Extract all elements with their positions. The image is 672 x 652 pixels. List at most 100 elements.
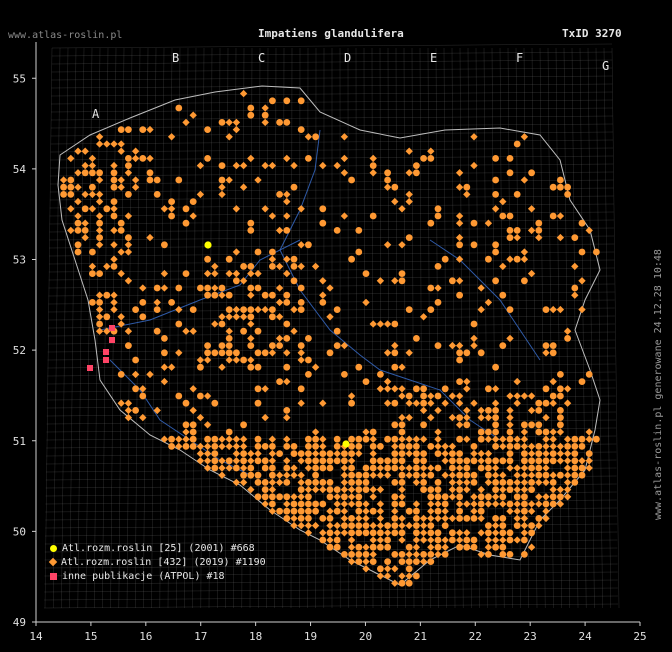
record-marker-2001 [89,248,96,256]
record-marker-2019 [347,557,356,566]
record-marker-2001 [413,507,420,515]
grid-line [51,83,613,89]
record-marker-2019 [398,536,406,544]
record-marker-2001 [413,162,420,170]
record-marker-2001 [103,205,111,213]
record-marker-2019 [275,284,284,292]
record-marker-2001 [81,227,89,234]
record-marker-2001 [549,349,557,357]
record-marker-2019 [304,521,313,530]
record-marker-2001 [506,450,514,457]
record-marker-2001 [290,263,298,270]
record-marker-2001 [218,342,226,349]
record-marker-2001 [261,479,269,486]
record-marker-2019 [239,89,248,98]
record-marker-2001 [398,450,406,457]
record-marker-2019 [542,413,550,422]
record-marker-2001 [391,435,399,443]
record-marker-2001 [521,457,528,465]
record-marker-2001 [182,421,190,429]
record-marker-2001 [254,349,262,357]
record-marker-2019 [340,471,349,479]
record-marker-2001 [305,479,312,486]
record-marker-2001 [456,493,463,501]
record-marker-2001 [420,385,427,393]
record-marker-2019 [513,514,521,523]
record-marker-2019 [340,212,349,220]
record-marker-2001 [384,522,391,529]
record-marker-2019 [182,428,190,436]
record-marker-2001 [427,551,435,558]
record-marker-2001 [535,227,543,234]
record-marker-2001 [463,536,471,544]
record-marker-2019 [124,406,133,415]
record-marker-2019 [585,428,593,436]
record-marker-2019 [369,471,377,479]
record-marker-2019 [232,161,241,170]
record-marker-2001 [283,515,291,522]
record-marker-2019 [239,313,248,321]
record-marker-2001 [175,104,183,112]
record-marker-2001 [211,450,219,457]
record-marker-2019 [448,413,457,422]
record-marker-2001 [369,529,377,537]
record-marker-2001 [434,486,442,493]
record-marker-2001 [96,234,103,242]
record-marker-2001 [276,507,283,515]
legend-label: inne publikacje (ATPOL) #18 [62,571,225,582]
record-marker-2001 [132,356,140,364]
record-marker-2019 [247,334,255,343]
record-marker-2019 [232,305,241,314]
record-marker-2001 [341,493,348,501]
record-marker-2001 [384,176,391,184]
record-marker-2001 [499,551,507,558]
record-marker-2019 [110,140,118,148]
record-marker-2001 [269,291,276,299]
record-marker-2019 [441,514,449,523]
grid-line [355,47,357,609]
record-marker-2001 [355,522,363,529]
record-marker-2019 [527,449,536,458]
record-marker-2019 [225,435,233,443]
record-marker-2001 [326,464,334,472]
site-url[interactable]: www.atlas-roslin.pl [8,30,123,41]
grid-line [491,47,497,609]
record-marker-2001 [492,515,499,522]
record-marker-2019 [499,197,507,206]
record-marker-2001 [161,241,168,249]
record-marker-2019 [477,514,485,523]
grid-line [50,147,614,153]
record-marker-2001 [197,392,204,400]
record-marker-2001 [542,385,550,393]
record-marker-2001 [463,543,471,551]
record-marker-2019 [527,442,536,451]
record-marker-2001 [434,479,442,486]
record-marker-2001 [348,479,355,486]
record-marker-2019 [340,485,349,494]
y-tick-label: 55 [13,72,26,85]
record-marker-2001 [96,270,103,277]
record-marker-2001 [290,443,298,450]
record-marker-2019 [571,291,579,299]
record-marker-2001 [535,421,543,429]
record-marker-2001 [485,464,492,472]
record-marker-2001 [312,457,319,465]
record-marker-2001 [492,443,499,450]
record-marker-2019 [290,514,298,523]
record-marker-2001 [67,183,75,191]
record-marker-2001 [218,320,226,328]
grid-letter: D [344,51,351,65]
grid-line [50,115,613,121]
record-marker-2001 [549,450,557,457]
record-marker-2001 [283,407,291,414]
record-marker-2001 [434,493,442,501]
record-marker-2001 [182,205,190,213]
record-marker-2001 [542,342,550,349]
record-marker-2001 [153,176,161,184]
record-marker-2001 [384,543,391,551]
grid-line [290,47,293,609]
record-marker-2001 [434,536,442,544]
record-marker-2019 [513,500,521,508]
grid-line [523,47,529,609]
record-marker-2019 [463,500,471,508]
